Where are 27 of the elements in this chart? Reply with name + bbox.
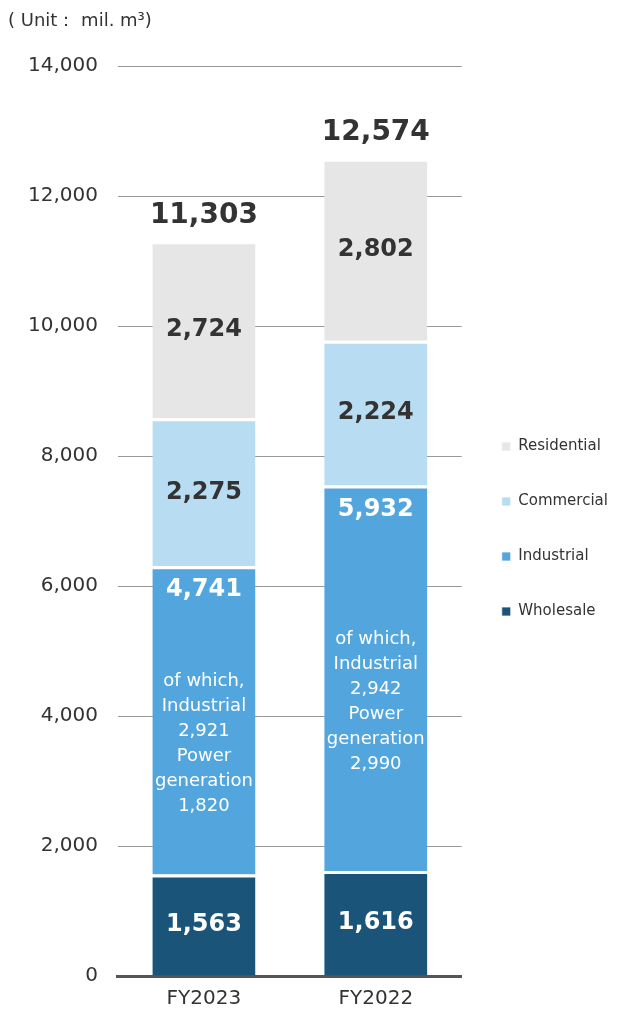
legend-label: Residential xyxy=(518,436,601,455)
y-tick-label: 0 xyxy=(85,962,98,987)
y-tick-label: 2,000 xyxy=(40,832,98,857)
data-label: 4,741 xyxy=(165,574,242,603)
x-tick-label: FY2022 xyxy=(338,985,414,1010)
y-tick-label: 4,000 xyxy=(40,702,98,727)
data-label: 2,724 xyxy=(165,314,242,343)
data-label: 2,224 xyxy=(337,397,414,426)
data-label: 5,932 xyxy=(337,493,414,522)
legend-label: Commercial xyxy=(518,491,608,510)
y-axis-title: ( Unit： mil. m³) xyxy=(8,8,153,32)
data-label: 1,563 xyxy=(165,909,242,938)
y-tick-label: 6,000 xyxy=(40,572,98,597)
legend-label: Industrial xyxy=(518,546,589,565)
data-label: 2,802 xyxy=(337,233,414,262)
y-tick-label: 10,000 xyxy=(28,312,98,337)
x-tick-label: FY2023 xyxy=(166,985,242,1010)
y-tick-label: 8,000 xyxy=(40,442,98,467)
y-tick-label: 12,000 xyxy=(28,182,98,207)
legend-label: Wholesale xyxy=(518,601,596,620)
y-tick-label: 14,000 xyxy=(28,52,98,77)
data-label: 2,275 xyxy=(165,476,242,505)
total-label: 11,303 xyxy=(149,196,258,230)
total-label: 12,574 xyxy=(321,113,430,147)
data-label: 1,616 xyxy=(337,907,414,936)
annotation: of which, Industrial 2,921 Power generation 1,820 xyxy=(154,669,253,816)
annotation: of which, Industrial 2,942 Power generation 2,990 xyxy=(326,627,425,774)
